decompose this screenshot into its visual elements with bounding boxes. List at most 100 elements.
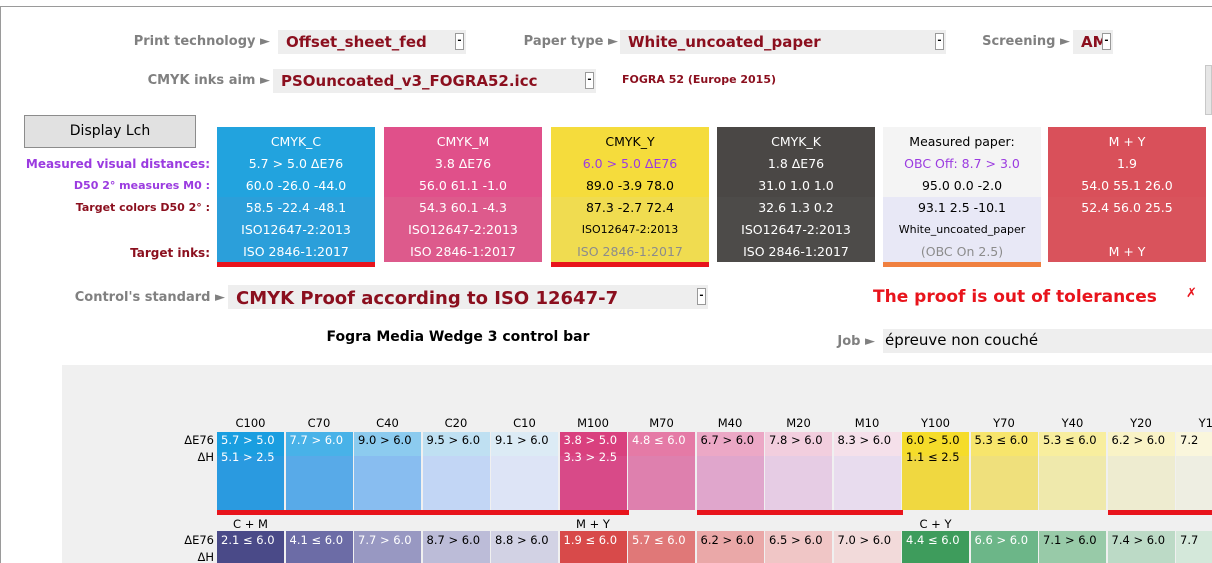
dropdown-arrow[interactable]: - xyxy=(697,288,706,305)
wedge-group-label: M + Y xyxy=(576,517,610,531)
wedge-column-label: Y20 xyxy=(1130,416,1152,430)
wedge-de: 9.5 > 6.0 xyxy=(426,433,481,447)
wedge-column-label: C40 xyxy=(376,416,399,430)
row-label: D50 2° measures M0 : xyxy=(73,179,210,192)
metric-label: ΔH xyxy=(197,550,214,563)
row-label: Target colors D50 2° : xyxy=(75,201,210,214)
wedge-patch-target xyxy=(902,456,969,510)
patch-row-bg xyxy=(217,219,375,241)
patch-line: 52.4 56.0 25.5 xyxy=(1081,200,1173,215)
status-message: The proof is out of tolerances xyxy=(873,287,1157,307)
patch-line: ISO 2846-1:2017 xyxy=(410,244,516,259)
wedge-de: 5.7 ≤ 6.0 xyxy=(632,533,686,547)
patch-line: ISO 2846-1:2017 xyxy=(243,244,349,259)
wedge-flag xyxy=(491,510,560,515)
wedge-flag xyxy=(559,510,629,515)
wedge-column-label: C10 xyxy=(513,416,536,430)
wedge-patch: 8.8 > 6.0 xyxy=(491,531,558,563)
ink-patch: Measured paper: OBC Off: 8.7 > 3.0 95.0 0.… xyxy=(883,127,1041,262)
patch-line: ISO12647-2:2013 xyxy=(408,222,518,237)
patch-line: 31.0 1.0 1.0 xyxy=(758,178,834,193)
patch-row-bg xyxy=(217,197,375,219)
wedge-de: 7.2 xyxy=(1180,433,1199,447)
wedge-title: Fogra Media Wedge 3 control bar xyxy=(326,329,590,345)
metric-label: ΔE76 xyxy=(184,533,214,547)
wedge-dh: 5.1 > 2.5 xyxy=(221,450,275,464)
wedge-patch: 4.1 ≤ 6.0 xyxy=(285,531,353,563)
wedge-de: 4.1 ≤ 6.0 xyxy=(289,533,344,547)
wedge-patch-target xyxy=(765,456,832,510)
wedge-patch: 6.2 > 6.0 xyxy=(1107,432,1175,510)
wedge-dh: 1.1 ≤ 2.5 xyxy=(906,450,960,464)
frame-top xyxy=(0,6,1212,7)
ink-patch: CMYK_K 1.8 ΔE76 31.0 1.0 1.0 32.6 1.3 0.2 IS… xyxy=(717,127,875,262)
wedge-de: 7.7 xyxy=(1180,533,1199,547)
patch-line: 5.7 > 5.0 ΔE76 xyxy=(248,156,344,171)
patch-line: ISO 2846-1:2017 xyxy=(743,244,849,259)
dropdown-arrow[interactable]: - xyxy=(455,33,464,50)
patch-line: 54.0 55.1 26.0 xyxy=(1081,178,1173,193)
wedge-de: 6.5 > 6.0 xyxy=(769,533,823,547)
wedge-patch: 1.9 ≤ 6.0 xyxy=(559,531,627,563)
wedge-patch: 4.8 ≤ 6.0 xyxy=(628,432,695,510)
patch-line: 1.8 ΔE76 xyxy=(767,156,825,171)
wedge-column-label: M10 xyxy=(854,416,880,430)
patch-row-bg xyxy=(717,219,875,241)
job-field[interactable]: épreuve non couché xyxy=(883,329,1212,353)
wedge-de: 6.2 > 6.0 xyxy=(1111,433,1166,447)
patch-row-bg xyxy=(1048,241,1206,262)
wedge-patch-target xyxy=(559,456,627,510)
wedge-patch: 5.3 ≤ 6.0 xyxy=(1039,432,1106,510)
patch-name: Measured paper: xyxy=(909,134,1015,149)
wedge-column-label: Y70 xyxy=(993,416,1015,430)
wedge-patch: 7.7 > 6.0 xyxy=(285,432,353,510)
patch-row-bg xyxy=(1048,197,1206,219)
patch-row-bg xyxy=(717,241,875,262)
dropdown-arrow[interactable]: - xyxy=(585,72,594,89)
wedge-de: 3.8 > 5.0 xyxy=(563,433,618,447)
wedge-patch: 6.6 > 6.0 xyxy=(970,531,1038,563)
wedge-patch-target xyxy=(1039,456,1106,510)
wedge-patch: 3.8 > 5.0 3.3 > 2.5 xyxy=(559,432,627,510)
patch-line: White_uncoated_paper xyxy=(898,223,1026,236)
patch-row-bg xyxy=(551,241,709,262)
status-icon: ✗ xyxy=(1186,286,1197,301)
wedge-de: 9.0 > 6.0 xyxy=(358,433,412,447)
frame-left xyxy=(0,6,1,563)
patch-row-bg xyxy=(883,241,1041,262)
setting-label: Screening ► xyxy=(982,34,1070,49)
patch-line: 60.0 -26.0 -44.0 xyxy=(245,178,347,193)
dropdown[interactable]: PSOuncoated_v3_FOGRA52.icc - xyxy=(273,69,596,93)
wedge-patch-target xyxy=(1107,456,1175,510)
display-lch-button[interactable]: Display Lch xyxy=(24,115,196,148)
wedge-patch: 8.7 > 6.0 xyxy=(422,531,490,563)
dropdown[interactable]: White_uncoated_paper - xyxy=(620,30,946,54)
dropdown[interactable]: AM - xyxy=(1073,30,1113,54)
patch-line: M + Y xyxy=(1108,244,1146,259)
wedge-group-label: C + M xyxy=(233,517,268,531)
setting-label: Print technology ► xyxy=(133,34,270,49)
wedge-patch-target xyxy=(833,456,901,510)
patch-row-bg xyxy=(1048,219,1206,241)
wedge-patch: 9.0 > 6.0 xyxy=(354,432,421,510)
wedge-flag xyxy=(833,510,903,515)
dropdown[interactable]: CMYK Proof according to ISO 12647-7- xyxy=(228,285,708,309)
patch-underline xyxy=(217,262,375,267)
wedge-column-label: Y10 xyxy=(1198,416,1212,430)
wedge-patch-target xyxy=(354,456,421,510)
wedge-patch-target xyxy=(217,456,284,510)
wedge-patch: 7.7 xyxy=(1176,531,1212,563)
dropdown-arrow[interactable]: - xyxy=(1102,33,1111,50)
wedge-de: 7.7 > 6.0 xyxy=(358,533,412,547)
wedge-flag xyxy=(1107,510,1177,515)
wedge-flag xyxy=(217,510,286,515)
dropdown[interactable]: Offset_sheet_fed - xyxy=(278,30,466,54)
wedge-group-label: C + Y xyxy=(919,517,952,531)
dropdown-arrow[interactable]: - xyxy=(935,33,944,50)
wedge-de: 7.4 > 6.0 xyxy=(1111,533,1166,547)
wedge-flag xyxy=(765,510,834,515)
ink-patch: M + Y 1.9 54.0 55.1 26.0 52.4 56.0 25.5 M + … xyxy=(1048,127,1206,262)
wedge-patch: 7.2 xyxy=(1176,432,1212,510)
job-label: Job ► xyxy=(837,334,875,349)
patch-line: ISO12647-2:2013 xyxy=(241,222,351,237)
